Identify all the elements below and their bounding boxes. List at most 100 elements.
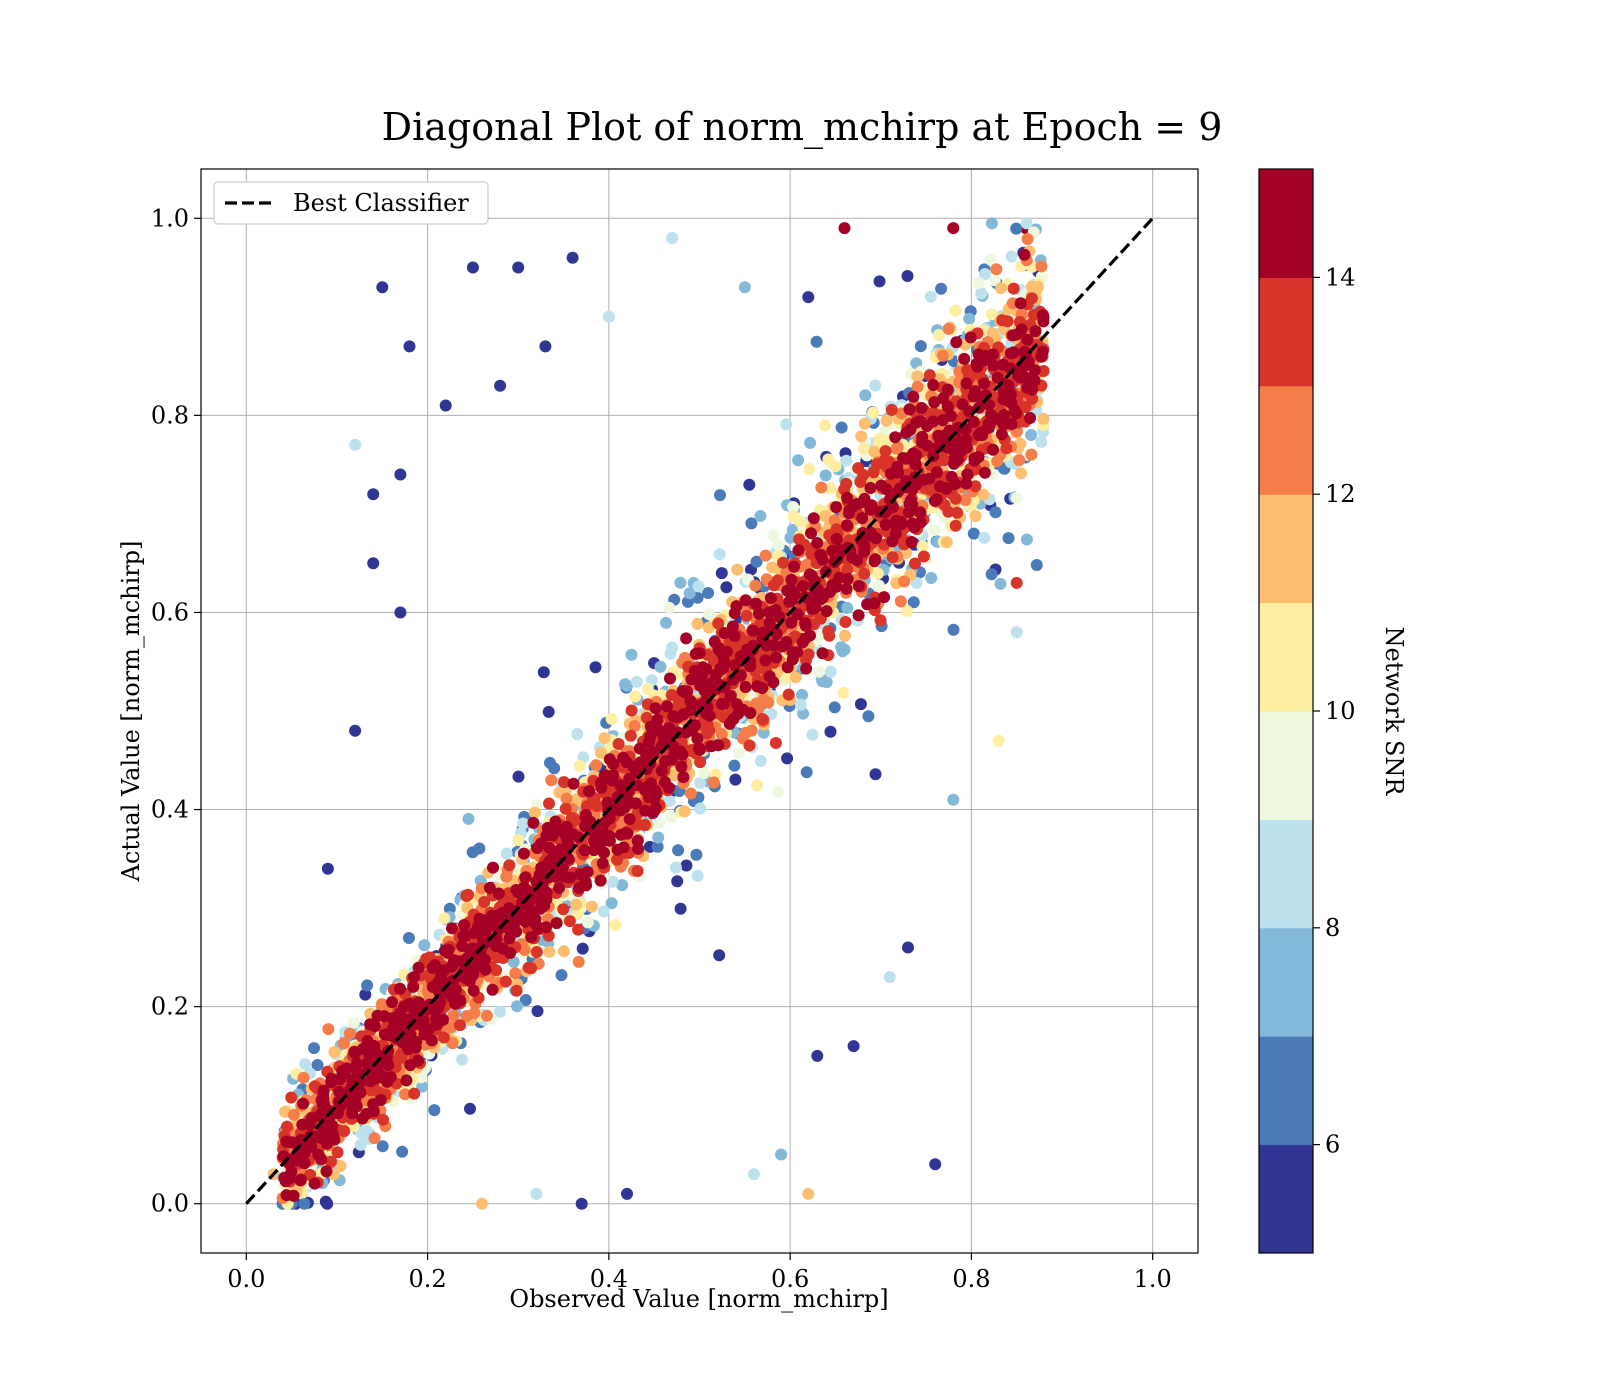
scatter-point: [928, 524, 941, 536]
scatter-point: [624, 729, 637, 742]
scatter-point: [744, 707, 757, 719]
scatter-point: [823, 629, 836, 642]
scatter-point: [680, 859, 693, 872]
scatter-point: [754, 510, 767, 522]
scatter-point: [684, 787, 697, 800]
scatter-point: [1030, 559, 1043, 571]
scatter-point: [824, 482, 837, 494]
scatter-point: [960, 377, 973, 390]
scatter-point: [924, 290, 937, 303]
scatter-point: [728, 759, 741, 772]
scatter-point: [299, 1058, 311, 1071]
scatter-point: [800, 662, 813, 675]
scatter-point: [585, 900, 598, 913]
scatter-point: [632, 842, 645, 855]
scatter-point: [354, 1138, 367, 1151]
scatter-point: [594, 746, 607, 759]
scatter-point: [914, 340, 927, 353]
scatter-point: [407, 980, 420, 993]
scatter-point: [750, 555, 763, 568]
scatter-point: [651, 840, 664, 853]
scatter-point: [462, 888, 475, 901]
scatter-point: [979, 268, 991, 280]
scatter-point: [694, 679, 707, 692]
scatter-point: [775, 1148, 788, 1161]
scatter-point: [714, 489, 726, 502]
scatter-point: [511, 1000, 523, 1013]
scatter-point: [573, 882, 586, 894]
scatter-point: [446, 922, 458, 935]
scatter-point: [403, 340, 416, 353]
scatter-point: [691, 732, 704, 745]
scatter-point: [810, 335, 823, 348]
scatter-point: [702, 621, 715, 634]
scatter-point: [611, 853, 624, 866]
scatter-point: [500, 847, 513, 860]
scatter-point: [499, 975, 512, 988]
scatter-point: [769, 737, 782, 749]
scatter-point: [601, 813, 614, 826]
scatter-point: [420, 952, 433, 965]
scatter-point: [984, 253, 997, 266]
scatter-point: [361, 979, 374, 992]
scatter-point: [969, 480, 982, 493]
scatter-point: [929, 1158, 942, 1171]
scatter-point: [338, 1037, 350, 1050]
scatter-point: [619, 678, 632, 691]
scatter-point: [1025, 280, 1038, 293]
scatter-point: [555, 969, 568, 982]
scatter-point: [589, 661, 602, 674]
scatter-point: [416, 1080, 429, 1093]
scatter-point: [394, 606, 407, 619]
scatter-point: [814, 548, 827, 561]
scatter-point: [517, 817, 530, 830]
scatter-point: [691, 869, 704, 882]
scatter-point: [940, 536, 953, 549]
scatter-point: [1010, 222, 1023, 235]
scatter-point: [558, 776, 570, 789]
scatter-point: [987, 359, 1000, 372]
scatter-point: [605, 897, 618, 910]
scatter-point: [985, 408, 998, 421]
scatter-point: [666, 232, 679, 244]
scatter-point: [747, 1168, 760, 1181]
scatter-point: [694, 802, 707, 815]
scatter-point: [321, 1137, 334, 1150]
scatter-point: [376, 281, 389, 294]
scatter-point: [631, 865, 644, 877]
scatter-point: [932, 329, 945, 341]
scatter-point: [1037, 365, 1050, 377]
scatter-point: [678, 805, 691, 818]
scatter-point: [1026, 392, 1039, 405]
scatter-point: [598, 732, 611, 745]
scatter-point: [412, 1054, 425, 1067]
scatter-point: [907, 596, 920, 609]
scatter-point: [985, 308, 998, 321]
scatter-point: [885, 403, 898, 416]
scatter-point: [439, 399, 452, 412]
scatter-point: [878, 591, 891, 604]
scatter-point: [606, 875, 619, 888]
scatter-point: [349, 1047, 362, 1060]
scatter-point: [985, 568, 998, 581]
scatter-point: [1013, 454, 1026, 467]
scatter-point: [537, 666, 550, 679]
scatter-point: [738, 281, 751, 294]
scatter-point: [349, 438, 362, 451]
scatter-point: [794, 698, 807, 711]
scatter-point: [839, 629, 851, 642]
scatter-point: [708, 636, 721, 648]
scatter-point: [759, 654, 772, 667]
scatter-point: [466, 261, 479, 274]
scatter-point: [609, 918, 622, 931]
scatter-point: [822, 453, 835, 466]
scatter-point: [540, 893, 553, 906]
scatter-point: [629, 690, 642, 703]
scatter-point: [509, 967, 522, 980]
scatter-point: [562, 852, 575, 865]
scatter-point: [938, 454, 951, 467]
scatter-point: [712, 739, 725, 752]
scatter-point: [873, 275, 886, 288]
scatter-point: [750, 597, 763, 610]
scatter-point: [960, 477, 973, 490]
